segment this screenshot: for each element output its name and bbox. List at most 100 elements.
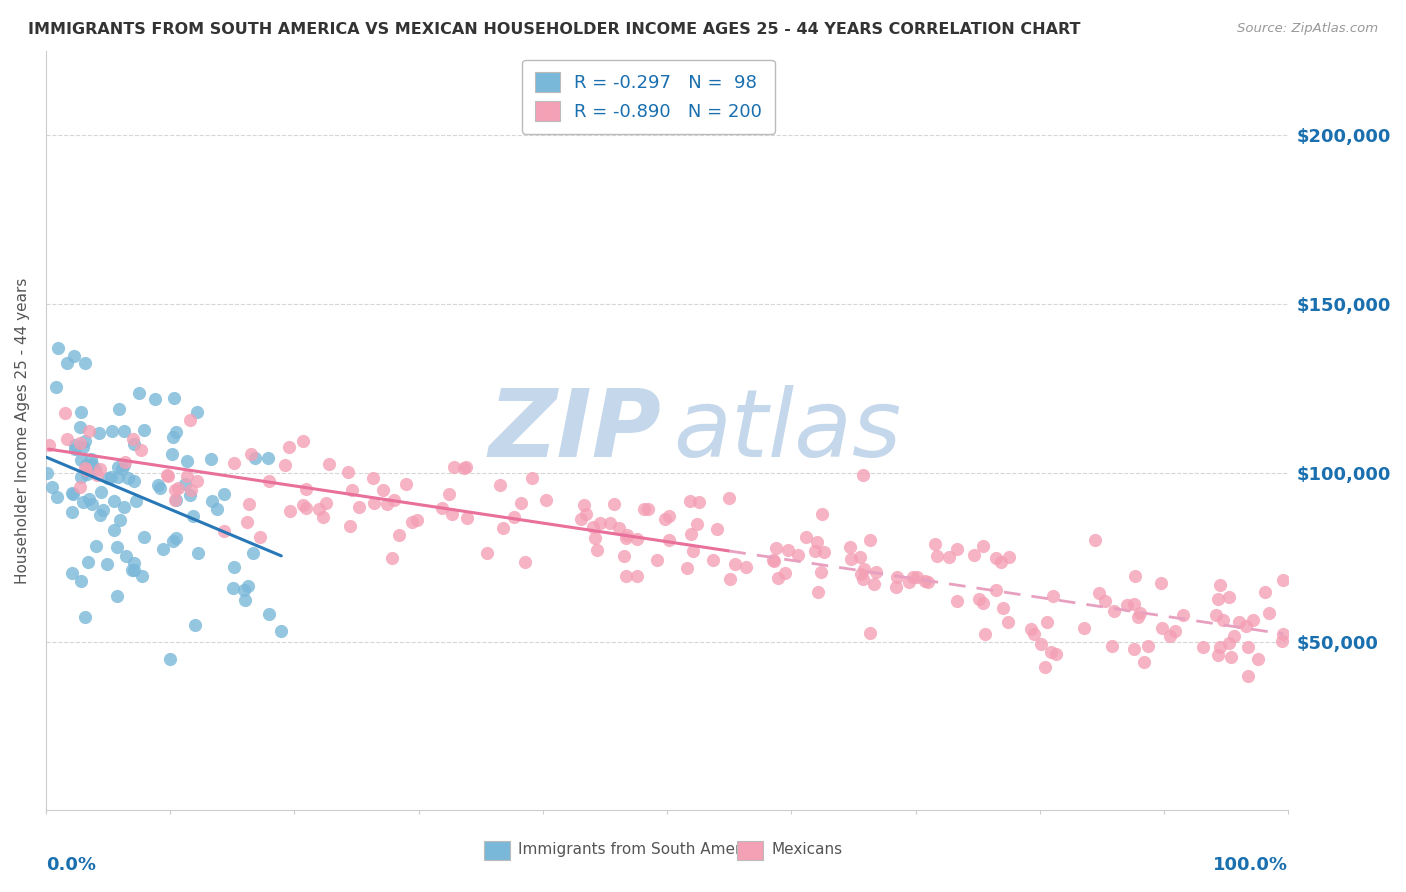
Point bbox=[686, 517, 709, 532]
Point bbox=[101, 424, 124, 438]
Point bbox=[73, 356, 96, 370]
Point bbox=[1206, 648, 1229, 662]
Point bbox=[278, 440, 301, 454]
Point bbox=[633, 501, 655, 516]
Point bbox=[852, 467, 875, 482]
Point bbox=[811, 507, 834, 521]
Point bbox=[1104, 604, 1126, 618]
Point bbox=[129, 442, 152, 457]
Point bbox=[1150, 576, 1173, 591]
Point bbox=[224, 456, 246, 470]
Point bbox=[132, 530, 155, 544]
Point bbox=[162, 430, 184, 444]
Point bbox=[1171, 608, 1194, 623]
Point bbox=[176, 468, 198, 483]
Point bbox=[292, 434, 315, 449]
Point bbox=[706, 522, 728, 536]
Point bbox=[108, 513, 131, 527]
Point bbox=[163, 493, 186, 508]
Point bbox=[914, 574, 936, 589]
Point bbox=[443, 459, 465, 474]
Point bbox=[93, 503, 115, 517]
Point bbox=[381, 551, 404, 566]
Point bbox=[852, 572, 875, 586]
Point bbox=[489, 477, 512, 491]
Point bbox=[1271, 634, 1294, 648]
Point bbox=[75, 463, 97, 477]
Point bbox=[46, 341, 69, 355]
Point bbox=[174, 476, 197, 491]
Point bbox=[984, 583, 1007, 598]
Point bbox=[1019, 622, 1042, 636]
Point bbox=[236, 579, 259, 593]
Point bbox=[616, 528, 638, 542]
Point bbox=[762, 552, 785, 566]
Point bbox=[46, 490, 69, 504]
Point bbox=[813, 545, 835, 559]
Point bbox=[108, 402, 131, 417]
Point bbox=[76, 467, 98, 481]
Point bbox=[1236, 669, 1258, 683]
Point bbox=[179, 413, 201, 427]
Point bbox=[205, 501, 228, 516]
Point bbox=[214, 486, 236, 500]
Point bbox=[243, 451, 266, 466]
Point bbox=[242, 546, 264, 560]
Point bbox=[1208, 640, 1230, 654]
Point bbox=[361, 471, 384, 485]
Point bbox=[1129, 606, 1152, 620]
Point bbox=[1042, 589, 1064, 603]
Point bbox=[221, 582, 243, 596]
Point bbox=[132, 423, 155, 437]
Point bbox=[654, 512, 676, 526]
Point bbox=[1133, 655, 1156, 669]
Point bbox=[273, 458, 295, 472]
Point bbox=[35, 467, 58, 481]
Point bbox=[1206, 591, 1229, 606]
Point bbox=[1272, 627, 1295, 641]
Point bbox=[1234, 619, 1257, 633]
Point bbox=[201, 493, 224, 508]
Point bbox=[117, 471, 139, 485]
Point bbox=[776, 542, 799, 557]
Point bbox=[63, 442, 86, 456]
Point bbox=[69, 420, 91, 434]
Point bbox=[1088, 586, 1111, 600]
Point bbox=[945, 594, 967, 608]
Point bbox=[786, 548, 808, 562]
Point bbox=[475, 546, 498, 560]
Point bbox=[1218, 636, 1240, 650]
Point bbox=[1101, 640, 1123, 654]
Point bbox=[96, 557, 118, 571]
Point bbox=[156, 469, 179, 483]
Point bbox=[586, 542, 609, 557]
Point bbox=[87, 426, 110, 441]
Point bbox=[998, 549, 1021, 564]
Point bbox=[897, 575, 920, 590]
Point bbox=[536, 493, 558, 508]
Point bbox=[1123, 569, 1146, 583]
Point bbox=[232, 582, 254, 597]
Point bbox=[603, 497, 626, 511]
Point bbox=[89, 462, 111, 476]
Point bbox=[60, 486, 83, 500]
Point bbox=[679, 494, 702, 508]
Point bbox=[336, 465, 359, 479]
Point bbox=[183, 617, 205, 632]
Point bbox=[75, 458, 97, 473]
Legend: R = -0.297   N =  98, R = -0.890   N = 200: R = -0.297 N = 98, R = -0.890 N = 200 bbox=[522, 60, 775, 134]
Point bbox=[510, 496, 533, 510]
Point bbox=[762, 554, 785, 568]
Point bbox=[180, 483, 202, 497]
Point bbox=[972, 539, 994, 553]
Point bbox=[70, 453, 93, 467]
Point bbox=[1024, 626, 1046, 640]
Point bbox=[165, 492, 187, 507]
Point bbox=[257, 451, 280, 466]
Point bbox=[614, 568, 637, 582]
Text: ZIP: ZIP bbox=[488, 384, 661, 476]
Point bbox=[122, 475, 145, 489]
Point bbox=[238, 497, 260, 511]
Point bbox=[441, 507, 464, 521]
Point bbox=[41, 481, 63, 495]
